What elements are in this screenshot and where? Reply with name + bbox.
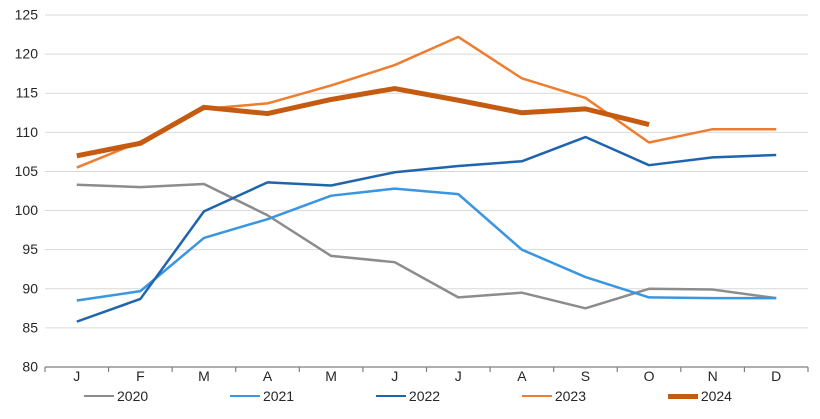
x-tick-label: S: [581, 368, 590, 384]
y-axis-labels: 80 85 90 95 100 105 110 115 120 125: [15, 7, 39, 375]
legend: 2020 2021 2022 2023 2024: [84, 385, 732, 407]
y-tick-label: 110: [16, 124, 39, 140]
series-line-2022: [76, 135, 777, 323]
y-tick-label: 85: [22, 319, 38, 335]
x-tick-label: F: [136, 368, 145, 384]
legend-swatch-2020: [84, 394, 114, 398]
y-tick-label: 125: [15, 7, 39, 23]
x-tick-label: O: [644, 368, 655, 384]
y-tick-label: 90: [22, 280, 38, 296]
legend-item-2023: 2023: [521, 385, 587, 407]
x-tick-label: M: [325, 368, 337, 384]
y-tick-label: 100: [15, 202, 39, 218]
series-line-2024: [76, 86, 650, 159]
x-tick-label: D: [771, 368, 781, 384]
x-tick-label: J: [73, 368, 80, 384]
x-tick-label: A: [263, 368, 273, 384]
y-tick-label: 105: [15, 163, 39, 179]
series-line-2020: [76, 182, 777, 310]
series-line-2023: [76, 35, 777, 169]
legend-label-2020: 2020: [117, 388, 149, 404]
legend-swatch-2021: [229, 394, 260, 398]
legend-item-2024: 2024: [667, 385, 732, 407]
y-tick-label: 80: [22, 359, 38, 375]
legend-label-2024: 2024: [700, 388, 732, 404]
x-tick-label: M: [198, 368, 210, 384]
legend-label-2021: 2021: [262, 388, 295, 404]
x-tick-label: J: [391, 368, 398, 384]
y-tick-label: 120: [15, 46, 39, 62]
y-tick-label: 115: [16, 85, 39, 101]
x-axis: [44, 366, 809, 372]
series-line-2021: [76, 187, 777, 302]
series-lines: [76, 35, 777, 323]
legend-label-2023: 2023: [554, 388, 587, 404]
x-tick-label: N: [708, 368, 718, 384]
legend-swatch-2022: [375, 394, 406, 398]
legend-label-2022: 2022: [408, 388, 441, 404]
y-tick-label: 95: [22, 241, 38, 257]
legend-swatch-2024: [667, 393, 698, 399]
legend-item-2022: 2022: [375, 385, 441, 407]
gridlines: [45, 14, 808, 329]
legend-item-2020: 2020: [84, 385, 148, 407]
x-tick-label: J: [455, 368, 462, 384]
x-tick-label: A: [517, 368, 527, 384]
plot-area: 80 85 90 95 100 105 110 115 120 125 J F M A M J J A S O N D: [15, 7, 809, 384]
legend-swatch-2023: [521, 394, 552, 398]
legend-item-2021: 2021: [229, 385, 295, 407]
